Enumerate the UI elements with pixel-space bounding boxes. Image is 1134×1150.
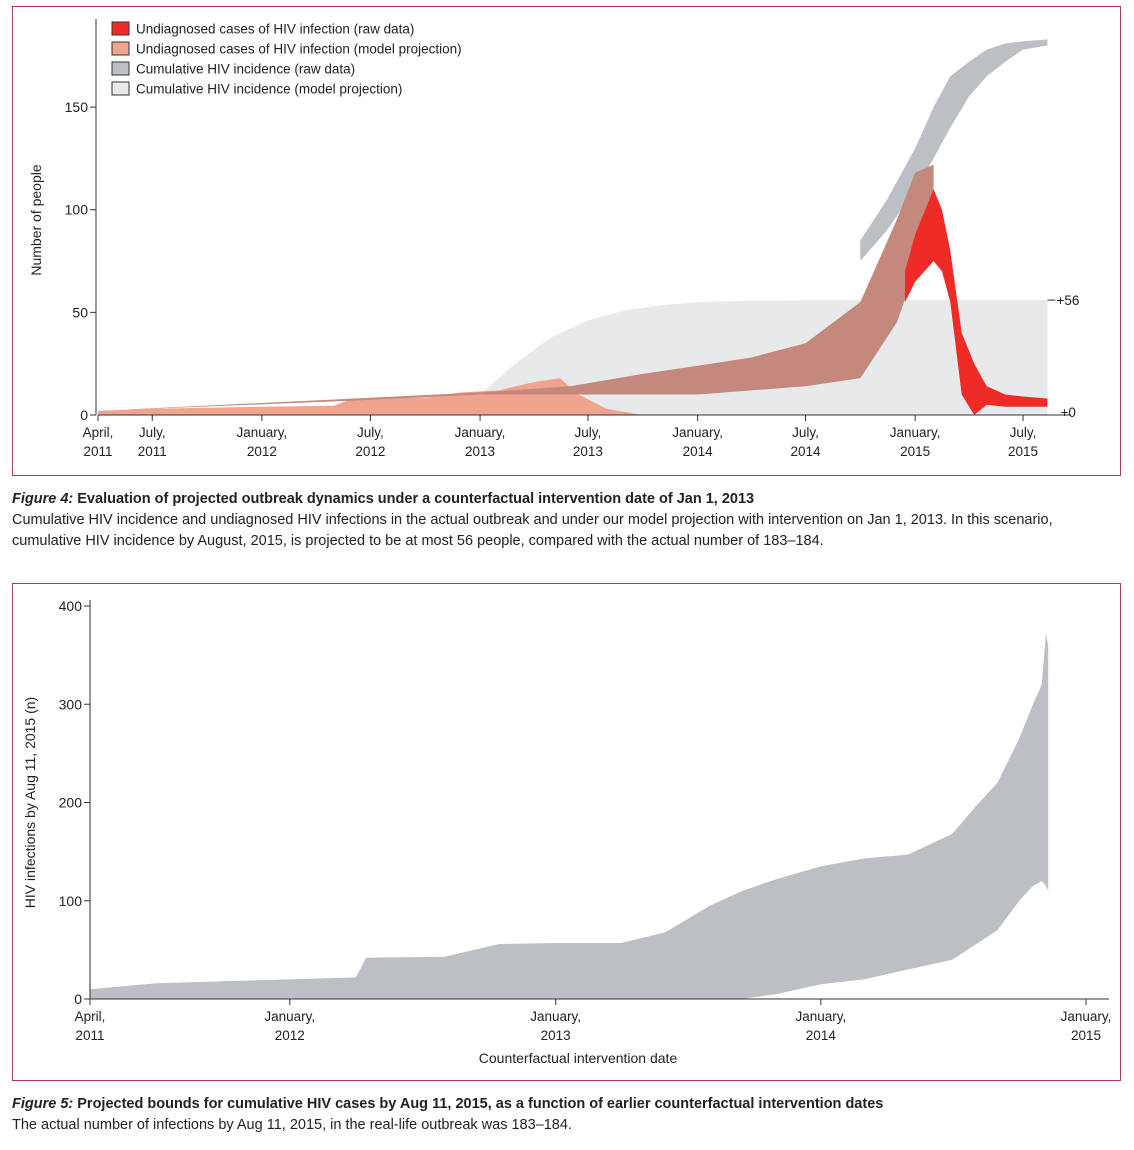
annotation-plus-0: +0 xyxy=(1060,405,1075,420)
y-axis-label: HIV infections by Aug 11, 2015 (n) xyxy=(22,697,38,908)
x-tick-label-month: July, xyxy=(1010,425,1037,440)
x-tick-label-month: July, xyxy=(357,425,384,440)
x-tick-label-month: January, xyxy=(672,425,723,440)
figure5-caption-label: Figure 5: xyxy=(12,1096,74,1112)
figure4-caption-title: Evaluation of projected outbreak dynamic… xyxy=(77,491,755,507)
x-tick-label-year: 2011 xyxy=(83,444,112,459)
x-tick-label-month: January, xyxy=(264,1009,315,1024)
figure4-caption-text: Cumulative HIV incidence and undiagnosed… xyxy=(12,512,1053,549)
y-tick-label: 300 xyxy=(59,696,83,712)
x-tick-label-year: 2013 xyxy=(573,444,603,459)
x-tick-label-year: 2014 xyxy=(683,444,714,459)
legend-label-3: Cumulative HIV incidence (raw data) xyxy=(136,62,355,77)
figure5-caption-heading: Figure 5: Projected bounds for cumulativ… xyxy=(12,1094,1121,1115)
x-tick-label-year: 2011 xyxy=(75,1028,104,1043)
legend-label-4: Cumulative HIV incidence (model projecti… xyxy=(136,82,402,97)
series-band-cumulative-hiv-incidence-model-projection xyxy=(98,300,1048,415)
figure4-caption-heading: Figure 4: Evaluation of projected outbre… xyxy=(12,489,1121,510)
figure5-caption-text: The actual number of infections by Aug 1… xyxy=(12,1117,572,1133)
x-tick-label-year: 2014 xyxy=(790,444,821,459)
x-tick-label-month: January, xyxy=(530,1009,581,1024)
series-band-undiagnosed-cases-of-hiv-infection-raw-data xyxy=(905,189,1048,415)
x-axis-label: Counterfactual intervention date xyxy=(479,1050,678,1066)
x-tick-label-month: April, xyxy=(83,425,114,440)
y-tick-label: 150 xyxy=(65,99,89,115)
figure4-caption-label: Figure 4: xyxy=(12,491,74,507)
figure5-caption: Figure 5: Projected bounds for cumulativ… xyxy=(12,1094,1121,1136)
y-tick-label: 0 xyxy=(80,407,88,423)
y-tick-label: 200 xyxy=(59,795,83,811)
figure4-chart: 0 50 100 150 April, 2011 July, 2011 January, 2012… xyxy=(28,19,1079,459)
figure5-panel: 0 100 200 300 400 April, 2011 January, 2012 Janua… xyxy=(12,583,1121,1081)
legend-label-1: Undiagnosed cases of HIV infection (raw … xyxy=(136,22,414,37)
x-tick-label-month: January, xyxy=(455,425,506,440)
x-tick-label-month: January, xyxy=(237,425,288,440)
y-tick-label: 400 xyxy=(59,598,83,614)
y-tick-label: 50 xyxy=(72,304,88,320)
figure4-caption: Figure 4: Evaluation of projected outbre… xyxy=(12,489,1121,552)
x-tick-label-month: January, xyxy=(890,425,941,440)
y-tick-label: 100 xyxy=(65,202,89,218)
x-tick-label-year: 2011 xyxy=(138,444,167,459)
annotation-plus-56: +56 xyxy=(1056,293,1079,308)
x-tick-label-year: 2015 xyxy=(1071,1028,1101,1043)
legend-label-2: Undiagnosed cases of HIV infection (mode… xyxy=(136,42,462,57)
figure4-panel: 0 50 100 150 April, 2011 July, 2011 January, 2012… xyxy=(12,6,1121,476)
x-tick-label-month: July, xyxy=(575,425,602,440)
x-tick-label-year: 2012 xyxy=(275,1028,305,1043)
x-tick-label-year: 2013 xyxy=(541,1028,571,1043)
figure5-chart: 0 100 200 300 400 April, 2011 January, 2012 Janua… xyxy=(22,598,1112,1066)
x-tick-label-year: 2013 xyxy=(465,444,495,459)
x-tick-label-year: 2015 xyxy=(900,444,930,459)
x-tick-label-year: 2014 xyxy=(806,1028,837,1043)
y-tick-label: 0 xyxy=(74,991,82,1007)
y-tick-label: 100 xyxy=(59,893,83,909)
series-band-cumulative-hiv-incidence-raw-data xyxy=(860,39,1048,262)
x-tick-label-month: July, xyxy=(792,425,819,440)
legend-swatch-2 xyxy=(111,41,130,56)
legend: Undiagnosed cases of HIV infection (raw … xyxy=(111,21,462,97)
x-tick-label-month: January, xyxy=(795,1009,846,1024)
x-tick-label-year: 2012 xyxy=(355,444,385,459)
series-band-undiagnosed-cases-of-hiv-infection-model-projection xyxy=(98,378,643,415)
legend-swatch-1 xyxy=(111,21,130,36)
x-tick-label-month: April, xyxy=(75,1009,106,1024)
x-tick-label-year: 2012 xyxy=(247,444,277,459)
legend-swatch-4 xyxy=(111,81,130,96)
x-tick-label-month: July, xyxy=(139,425,166,440)
series-band-1 xyxy=(90,633,1049,999)
x-tick-label-year: 2015 xyxy=(1008,444,1038,459)
figure5-caption-title: Projected bounds for cumulative HIV case… xyxy=(77,1096,884,1112)
x-tick-label-month: January, xyxy=(1061,1009,1112,1024)
y-axis-label: Number of people xyxy=(28,164,44,276)
legend-swatch-3 xyxy=(111,61,130,76)
